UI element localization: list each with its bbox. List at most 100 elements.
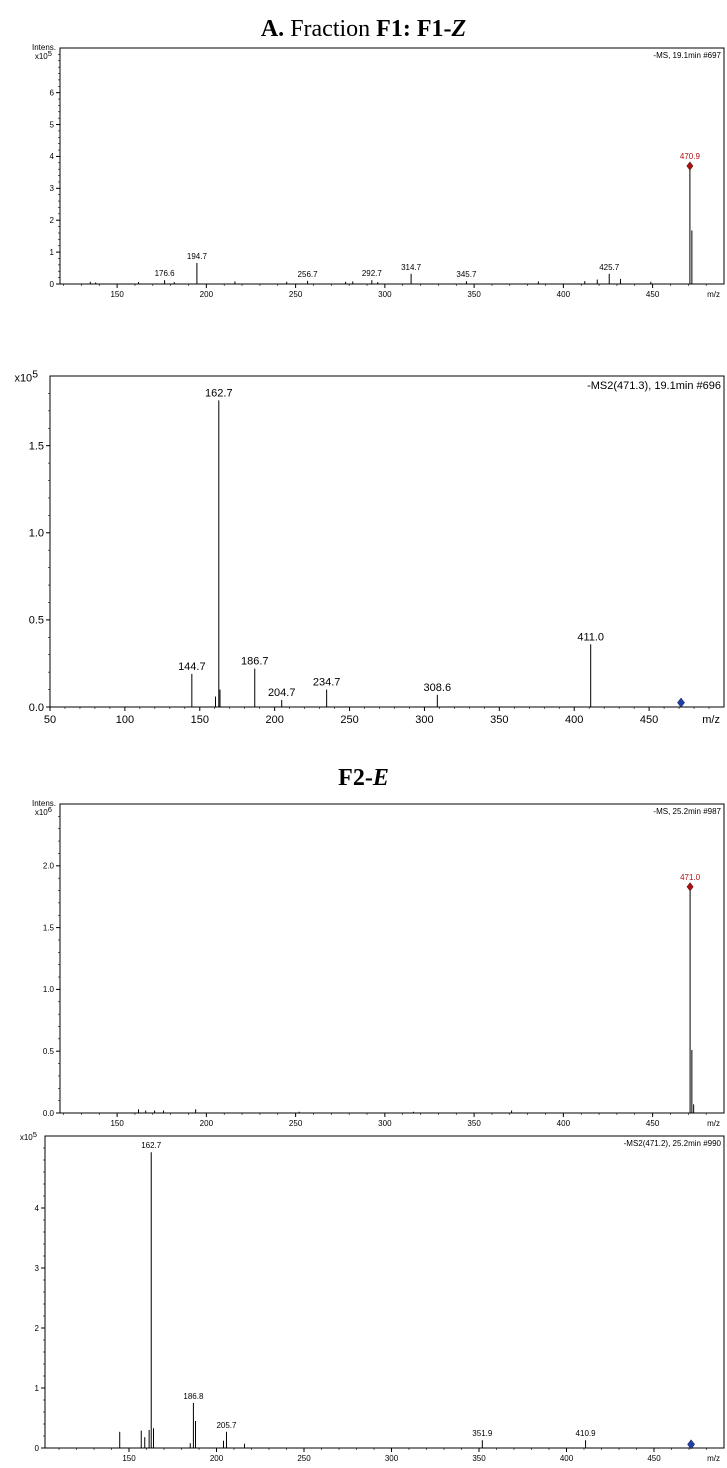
peak-label: 186.7 — [241, 656, 269, 668]
plot-frame — [49, 375, 725, 708]
x-unit-label: m/z — [707, 1119, 720, 1128]
scan-info-label: -MS2(471.2), 25.2min #990 — [624, 1139, 722, 1148]
peak-label: 345.7 — [456, 270, 477, 279]
title-f2-e: F2-E — [0, 765, 727, 792]
peak-label: 162.7 — [141, 1141, 162, 1150]
scan-info-label: -MS, 19.1min #697 — [653, 51, 721, 60]
plot-frame — [59, 803, 725, 1114]
peak-label: 308.6 — [424, 682, 452, 694]
x-tick-label: 400 — [557, 290, 571, 299]
x-tick-label: 400 — [560, 1454, 574, 1463]
plot-frame — [44, 1135, 725, 1449]
y-exponent-label: x105 — [14, 370, 38, 385]
peak-label: 176.6 — [155, 269, 176, 278]
title-a-word: Fraction — [284, 16, 377, 42]
y-tick-label: 1 — [50, 248, 55, 257]
x-tick-label: 250 — [289, 290, 303, 299]
y-tick-label: 2.0 — [43, 862, 55, 871]
peak-label: 144.7 — [178, 661, 206, 673]
peak-label: 194.7 — [187, 252, 208, 261]
y-tick-label: 0 — [35, 1444, 40, 1453]
x-tick-label: 300 — [415, 714, 433, 726]
x-tick-label: 50 — [44, 714, 56, 726]
y-axis-label: Intens. — [32, 799, 56, 808]
peak-label: 411.0 — [577, 631, 604, 643]
title-a-f1z: F1- — [416, 16, 452, 42]
x-tick-label: 300 — [378, 1119, 392, 1128]
x-tick-label: 350 — [490, 714, 508, 726]
x-tick-label: 200 — [200, 1119, 214, 1128]
title-a-f1: F1: — [376, 16, 411, 42]
x-tick-label: 150 — [122, 1454, 136, 1463]
y-tick-label: 0.0 — [29, 702, 44, 714]
y-axis-label: Intens. — [32, 43, 56, 52]
y-tick-label: 1.5 — [43, 923, 55, 932]
peak-label: 351.9 — [472, 1429, 493, 1438]
x-tick-label: 200 — [210, 1454, 224, 1463]
title-a-z: Z — [451, 16, 467, 42]
y-tick-label: 4 — [50, 152, 55, 161]
y-tick-label: 4 — [35, 1204, 40, 1213]
peak-label: 471.0 — [680, 873, 701, 882]
y-tick-label: 3 — [35, 1264, 40, 1273]
x-unit-label: m/z — [707, 1454, 720, 1463]
precursor-marker — [686, 161, 694, 171]
peak-label: 162.7 — [205, 387, 233, 399]
peak-label: 234.7 — [313, 677, 341, 689]
title-b-e: E — [372, 765, 389, 791]
y-tick-label: 1.5 — [29, 441, 44, 453]
y-tick-label: 2 — [35, 1324, 40, 1333]
x-tick-label: 200 — [265, 714, 283, 726]
y-tick-label: 1 — [35, 1384, 40, 1393]
x-tick-label: 350 — [467, 1119, 481, 1128]
y-tick-label: 1.0 — [29, 528, 44, 540]
x-tick-label: 250 — [340, 714, 358, 726]
y-tick-label: 0.5 — [43, 1047, 55, 1056]
y-tick-label: 0.0 — [43, 1109, 55, 1118]
x-tick-label: 450 — [646, 1119, 660, 1128]
x-tick-label: 150 — [191, 714, 209, 726]
peak-label: 314.7 — [401, 263, 422, 272]
x-tick-label: 250 — [289, 1119, 303, 1128]
y-tick-label: 6 — [50, 88, 55, 97]
peak-label: 186.8 — [183, 1392, 204, 1401]
y-tick-label: 5 — [50, 120, 55, 129]
peak-label: 204.7 — [268, 687, 296, 699]
scan-info-label: -MS2(471.3), 19.1min #696 — [587, 380, 721, 392]
x-tick-label: 450 — [646, 290, 660, 299]
x-tick-label: 200 — [200, 290, 214, 299]
x-tick-label: 350 — [467, 290, 481, 299]
x-tick-label: 150 — [110, 290, 124, 299]
x-tick-label: 450 — [640, 714, 658, 726]
x-tick-label: 400 — [557, 1119, 571, 1128]
y-tick-label: 3 — [50, 184, 55, 193]
y-tick-label: 0 — [50, 280, 55, 289]
y-exponent-label: x105 — [35, 49, 52, 61]
peak-label: 470.9 — [680, 152, 701, 161]
y-exponent-label: x106 — [35, 805, 52, 817]
precursor-marker — [686, 882, 694, 892]
x-unit-label: m/z — [702, 714, 720, 726]
y-tick-label: 2 — [50, 216, 55, 225]
peak-label: 410.9 — [576, 1429, 597, 1438]
x-tick-label: 250 — [297, 1454, 311, 1463]
title-fraction-f1: A. Fraction F1: F1-Z — [0, 16, 727, 43]
peak-label: 205.7 — [216, 1421, 237, 1430]
x-tick-label: 150 — [110, 1119, 124, 1128]
x-tick-label: 350 — [472, 1454, 486, 1463]
x-tick-label: 300 — [385, 1454, 399, 1463]
x-tick-label: 450 — [647, 1454, 661, 1463]
x-tick-label: 300 — [378, 290, 392, 299]
scan-info-label: -MS, 25.2min #987 — [653, 807, 721, 816]
peak-label: 425.7 — [599, 263, 620, 272]
y-tick-label: 0.5 — [29, 615, 44, 627]
title-a-prefix: A. — [260, 16, 285, 42]
peak-label: 292.7 — [362, 269, 383, 278]
y-tick-label: 1.0 — [43, 985, 55, 994]
x-unit-label: m/z — [707, 290, 720, 299]
precursor-marker — [687, 1439, 695, 1450]
